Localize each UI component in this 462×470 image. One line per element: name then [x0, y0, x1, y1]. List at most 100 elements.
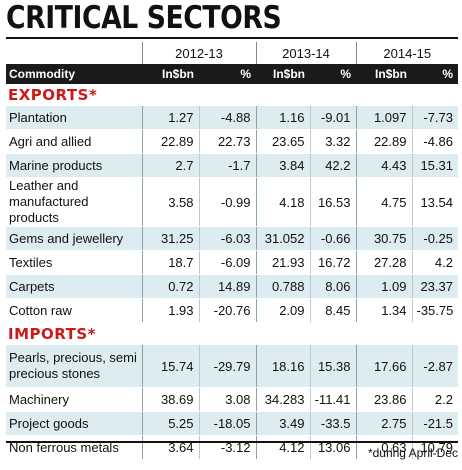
percent-cell: 15.31: [411, 153, 458, 178]
value-cell: 1.34: [355, 298, 412, 323]
commodity-name: Gems and jewellery: [6, 226, 142, 251]
footnote: *during April-Dec: [367, 446, 458, 460]
commodity-name: Pearls, precious, semi precious stones: [6, 345, 142, 388]
percent-cell: 13.54: [411, 177, 458, 227]
percent-cell: -9.01: [309, 106, 356, 130]
percent-cell: -21.5: [411, 411, 458, 436]
value-cell: 4.43: [355, 153, 412, 178]
value-cell: 23.65: [255, 129, 310, 154]
commodity-name: Cotton raw: [6, 298, 142, 323]
table-row: Marine products 2.7 -1.7 3.84 42.2 4.43 15.31: [6, 153, 458, 178]
percent-cell: -4.86: [411, 129, 458, 154]
value-cell: 3.49: [255, 411, 310, 436]
commodity-name: Carpets: [6, 274, 142, 299]
table-row: Carpets 0.72 14.89 0.788 8.06 1.09 23.37: [6, 274, 458, 299]
table-row: Textiles 18.7 -6.09 21.93 16.72 27.28 4.2: [6, 250, 458, 275]
value-cell: 3.64: [141, 435, 199, 460]
percent-cell: 15.38: [309, 345, 356, 388]
column-header-percent: %: [412, 64, 458, 84]
value-cell: 22.89: [355, 129, 412, 154]
column-header-row: Commodity In$bn % In$bn % In$bn %: [6, 64, 458, 84]
commodity-name: Project goods: [6, 411, 142, 436]
value-cell: 2.7: [141, 153, 199, 178]
commodity-name: Non ferrous metals: [6, 435, 142, 460]
value-cell: 5.25: [141, 411, 199, 436]
year-header-row: 2012-13 2013-14 2014-15: [6, 42, 458, 64]
value-cell: 18.16: [255, 345, 310, 388]
commodity-name: Plantation: [6, 106, 142, 130]
column-header-value: In$bn: [142, 64, 199, 84]
percent-cell: -0.66: [309, 226, 356, 251]
percent-cell: 23.37: [411, 274, 458, 299]
value-cell: 31.052: [255, 226, 310, 251]
table-row: Pearls, precious, semi precious stones 15…: [6, 345, 458, 388]
percent-cell: 13.06: [309, 435, 356, 460]
table-bottom-divider: [6, 441, 458, 443]
title-divider: [6, 37, 458, 39]
page-title: CRITICAL SECTORS: [6, 0, 282, 36]
value-cell: 22.89: [141, 129, 199, 154]
column-header-percent: %: [310, 64, 356, 84]
value-cell: 3.84: [255, 153, 310, 178]
commodity-name: Agri and allied: [6, 129, 142, 154]
value-cell: 1.09: [355, 274, 412, 299]
value-cell: 4.12: [255, 435, 310, 460]
percent-cell: -7.73: [411, 106, 458, 130]
value-cell: 1.16: [255, 106, 310, 130]
percent-cell: 3.32: [309, 129, 356, 154]
section-label: EXPORTS*: [8, 86, 98, 104]
percent-cell: 42.2: [309, 153, 356, 178]
table-row: Leather and manufactured products 3.58 -0.…: [6, 177, 458, 227]
column-header-value: In$bn: [356, 64, 412, 84]
percent-cell: -35.75: [411, 298, 458, 323]
percent-cell: 16.53: [309, 177, 356, 227]
value-cell: 34.283: [255, 387, 310, 412]
percent-cell: -0.99: [198, 177, 256, 227]
value-cell: 31.25: [141, 226, 199, 251]
value-cell: 0.63: [355, 435, 412, 460]
value-cell: 30.75: [355, 226, 412, 251]
percent-cell: -0.25: [411, 226, 458, 251]
value-cell: 17.66: [355, 345, 412, 388]
value-cell: 1.93: [141, 298, 199, 323]
value-cell: 21.93: [255, 250, 310, 275]
percent-cell: -1.7: [198, 153, 256, 178]
percent-cell: 8.06: [309, 274, 356, 299]
column-header-commodity: Commodity: [6, 64, 142, 84]
commodity-name: Machinery: [6, 387, 142, 412]
commodity-name: Marine products: [6, 153, 142, 178]
value-cell: 15.74: [141, 345, 199, 388]
percent-cell: 3.08: [198, 387, 256, 412]
percent-cell: 2.2: [411, 387, 458, 412]
percent-cell: -33.5: [309, 411, 356, 436]
table-row: Cotton raw 1.93 -20.76 2.09 8.45 1.34 -35.75: [6, 298, 458, 323]
commodity-name: Leather and manufactured products: [6, 177, 142, 227]
value-cell: 2.09: [255, 298, 310, 323]
value-cell: 0.788: [255, 274, 310, 299]
column-header-percent: %: [199, 64, 256, 84]
table-row: Gems and jewellery 31.25 -6.03 31.052 -0.66 3…: [6, 226, 458, 251]
percent-cell: -4.88: [198, 106, 256, 130]
percent-cell: -18.05: [198, 411, 256, 436]
value-cell: 3.58: [141, 177, 199, 227]
percent-cell: 22.73: [198, 129, 256, 154]
table-row: Non ferrous metals 3.64 -3.12 4.12 13.06 0.63…: [6, 435, 458, 460]
percent-cell: -11.41: [309, 387, 356, 412]
section-row: EXPORTS*: [6, 84, 458, 106]
value-cell: 2.75: [355, 411, 412, 436]
sectors-table: 2012-13 2013-14 2014-15 Commodity In$bn …: [6, 42, 458, 460]
value-cell: 23.86: [355, 387, 412, 412]
percent-cell: -6.09: [198, 250, 256, 275]
value-cell: 38.69: [141, 387, 199, 412]
year-header-2014-15: 2014-15: [355, 42, 458, 64]
column-header-value: In$bn: [256, 64, 310, 84]
value-cell: 1.27: [141, 106, 199, 130]
value-cell: 1.097: [355, 106, 412, 130]
value-cell: 18.7: [141, 250, 199, 275]
section-row: IMPORTS*: [6, 323, 458, 346]
percent-cell: 16.72: [309, 250, 356, 275]
section-label: IMPORTS*: [8, 325, 97, 343]
year-header-2013-14: 2013-14: [255, 42, 356, 64]
percent-cell: -20.76: [198, 298, 256, 323]
